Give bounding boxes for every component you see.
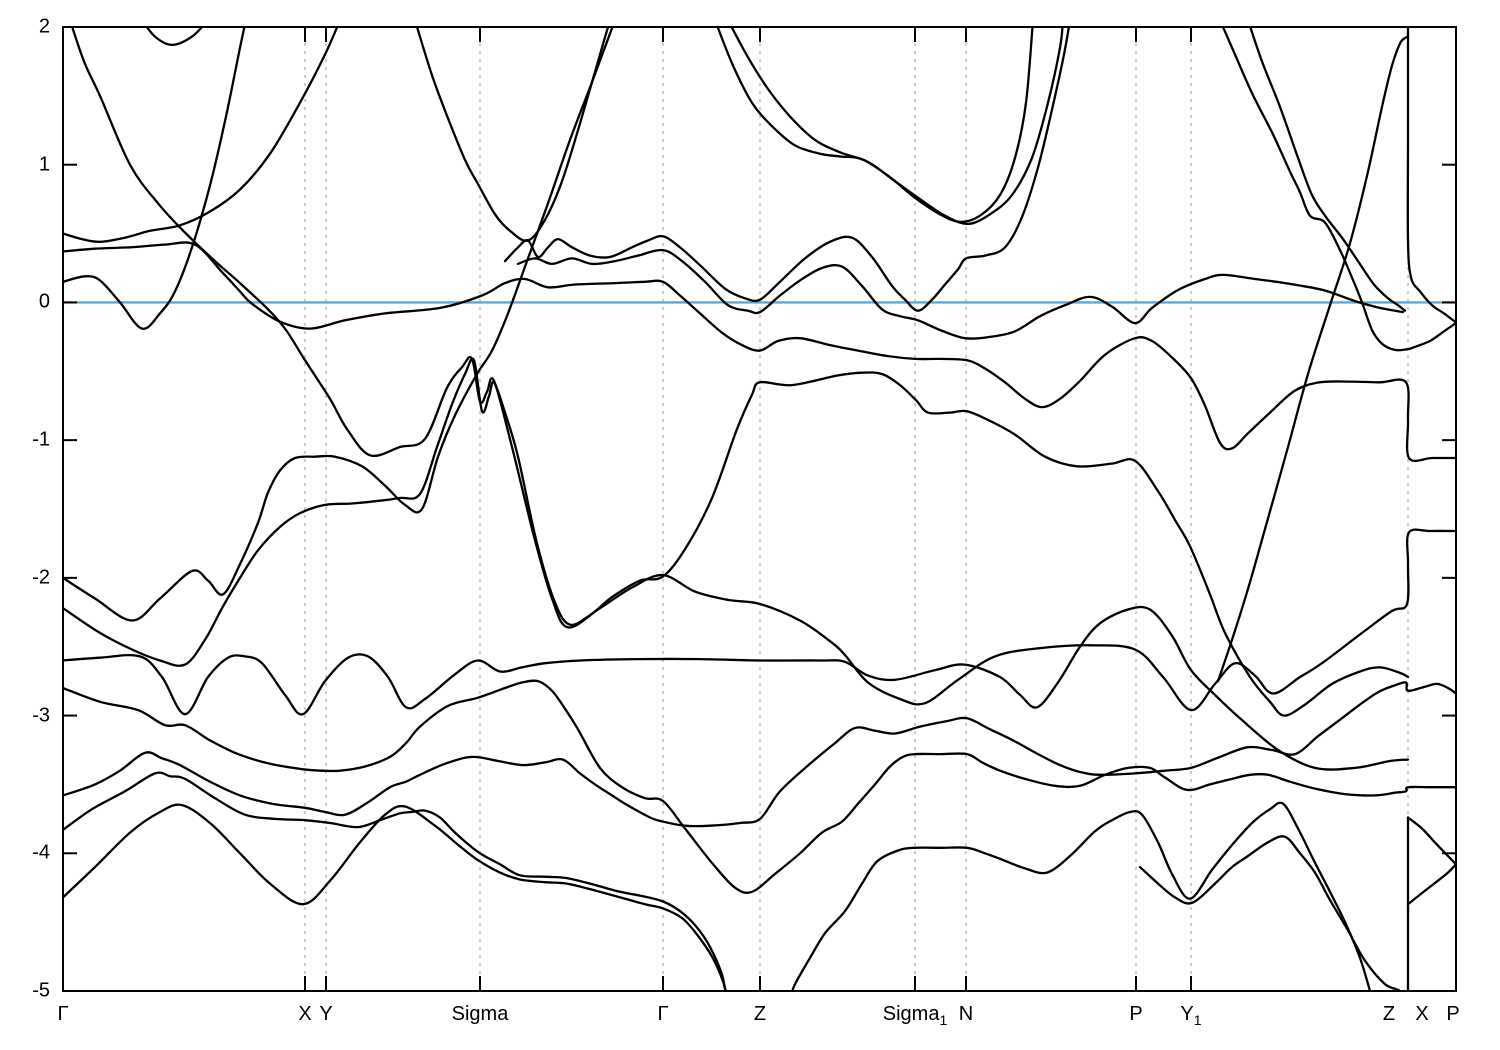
band-curve	[63, 681, 1456, 828]
y-axis-tick-label: -3	[32, 704, 50, 727]
y-axis-tick-label: -4	[32, 841, 50, 864]
band-curve	[1221, 27, 1456, 352]
band-curve	[63, 27, 339, 243]
kpath-label: Z	[1382, 1003, 1396, 1025]
band-curve	[1406, 27, 1456, 324]
band-curve	[415, 27, 610, 242]
y-axis-tick-label: 0	[38, 290, 50, 313]
kpath-label: Z	[753, 1003, 767, 1025]
y-axis-tick-label: 2	[38, 15, 50, 38]
band-curve	[1249, 27, 1407, 312]
kpath-label: X	[1415, 1003, 1429, 1025]
band-curve	[63, 679, 1456, 894]
band-curve	[716, 27, 1034, 224]
y-axis-tick-label: -2	[32, 566, 50, 589]
band-curve	[63, 357, 1410, 717]
kpath-label: Sigma	[451, 1003, 509, 1025]
kpath-label: Y1	[1180, 1003, 1202, 1028]
y-axis-tick-label: -1	[32, 428, 50, 451]
band-curve	[1216, 35, 1410, 683]
band-curve	[1138, 835, 1402, 991]
y-axis-tick-label: -5	[32, 979, 50, 1002]
kpath-label: Y	[319, 1003, 333, 1025]
band-curve	[1406, 863, 1456, 906]
band-curve	[63, 771, 1372, 991]
band-curve	[1406, 816, 1456, 866]
band-curve	[71, 27, 1456, 712]
band-curve	[63, 605, 1410, 771]
band-curve	[730, 27, 1064, 226]
kpath-label: Γ	[657, 1003, 669, 1025]
kpath-label: P	[1129, 1003, 1143, 1025]
band-curve	[63, 241, 1456, 463]
kpath-label: P	[1446, 1003, 1460, 1025]
kpath-label: Γ	[57, 1003, 69, 1025]
kpath-label: X	[298, 1003, 312, 1025]
band-curve	[63, 27, 614, 622]
y-axis-tick-label: 1	[38, 153, 50, 176]
band-curve	[63, 27, 246, 330]
band-curve	[503, 27, 1071, 312]
band-curve	[63, 803, 728, 991]
kpath-label: Sigma1	[882, 1003, 948, 1028]
band-curve	[516, 248, 1405, 340]
kpath-label: N	[958, 1003, 974, 1025]
band-curve	[145, 27, 204, 47]
